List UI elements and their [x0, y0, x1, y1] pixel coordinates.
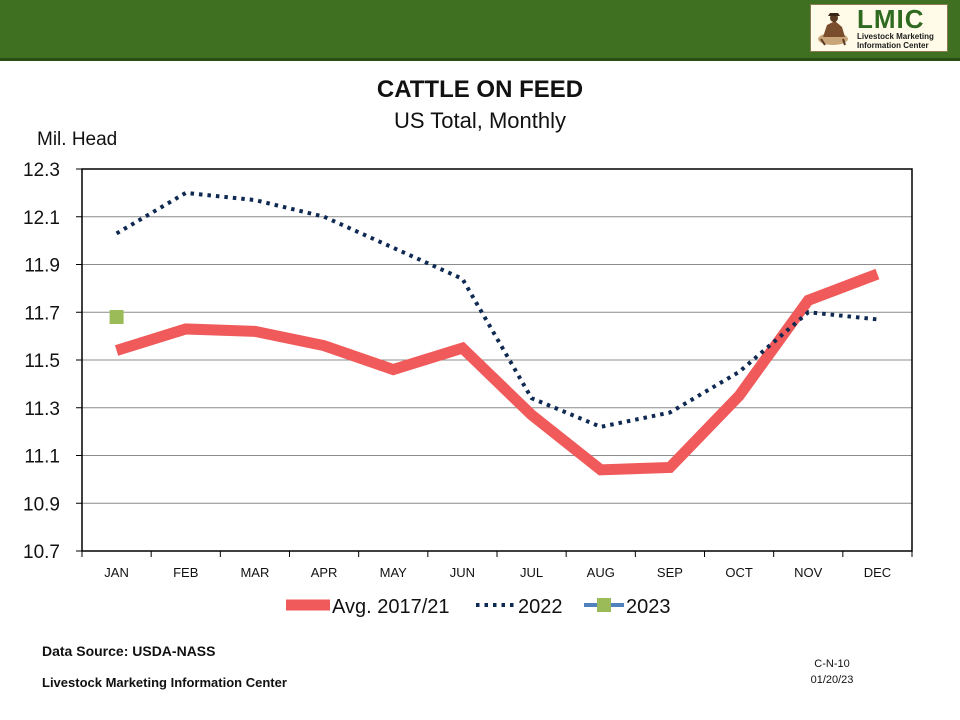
- legend-2023-swatch-marker: [597, 598, 611, 612]
- chart-code: C-N-10 01/20/23: [800, 656, 864, 688]
- organization-name: Livestock Marketing Information Center: [42, 675, 287, 690]
- x-tick-label: MAY: [380, 565, 408, 580]
- x-tick-label: JAN: [104, 565, 129, 580]
- x-tick-label: APR: [311, 565, 338, 580]
- logo-subtitle-line2: Information Center: [857, 41, 929, 50]
- x-tick-label: AUG: [587, 565, 615, 580]
- x-tick-label: JUL: [520, 565, 543, 580]
- x-axis-ticks: JAN FEB MAR APR MAY JUN JUL AUG SEP OCT NOV DEC: [81, 551, 913, 580]
- y-tick-label: 11.7: [24, 303, 60, 324]
- x-tick-label: NOV: [794, 565, 823, 580]
- x-tick-label: FEB: [173, 565, 198, 580]
- x-tick-label: DEC: [864, 565, 891, 580]
- data-source-text: Data Source: USDA-NASS: [42, 643, 216, 659]
- legend-2023-label: 2023: [626, 596, 671, 618]
- x-tick-label: JUN: [450, 565, 475, 580]
- y-tick-label: 12.3: [23, 160, 60, 181]
- logo-title: LMIC: [857, 4, 925, 34]
- y-axis-ticks: 10.7 10.9 11.1 11.3 11.5 11.7 11.9 12.1 12.3: [23, 160, 82, 563]
- chart-code-id: C-N-10: [814, 658, 850, 670]
- legend-avg-2017-21-label: Avg. 2017/21: [332, 596, 450, 618]
- x-tick-label: OCT: [725, 565, 753, 580]
- series-avg-2017-21-line: [114, 268, 880, 476]
- chart-title: CATTLE ON FEED: [376, 76, 584, 103]
- header-bar: [0, 0, 960, 61]
- y-tick-label: 10.7: [23, 542, 60, 563]
- y-tick-label: 12.1: [23, 208, 60, 229]
- logo-subtitle: Livestock Marketing Information Center: [857, 32, 934, 50]
- y-tick-label: 11.3: [24, 399, 60, 420]
- series-2022-line: [115, 190, 878, 429]
- chart-subtitle: US Total, Monthly: [393, 108, 566, 133]
- legend-2022-label: 2022: [518, 596, 563, 618]
- logo-subtitle-line1: Livestock Marketing: [857, 32, 934, 41]
- cowboy-logo-icon: [818, 13, 848, 46]
- x-tick-label: SEP: [657, 565, 683, 580]
- lmic-logo: LMIC Livestock Marketing Information Cen…: [810, 4, 948, 52]
- y-tick-label: 11.1: [24, 447, 60, 468]
- y-axis-unit-label: Mil. Head: [37, 129, 118, 150]
- line-chart: 10.7 10.9 11.1 11.3 11.5 11.7 11.9 12.1 12.3 JAN…: [23, 160, 913, 618]
- y-tick-label: 10.9: [23, 494, 60, 515]
- gridlines: [82, 216, 912, 504]
- series-lines: [109, 190, 880, 476]
- y-tick-label: 11.5: [24, 351, 60, 372]
- chart-date: 01/20/23: [810, 674, 854, 686]
- x-tick-label: MAR: [240, 565, 269, 580]
- chart-legend: Avg. 2017/21 2022 2023: [286, 596, 671, 618]
- y-tick-label: 11.9: [24, 256, 60, 277]
- series-2023-marker: [109, 310, 124, 325]
